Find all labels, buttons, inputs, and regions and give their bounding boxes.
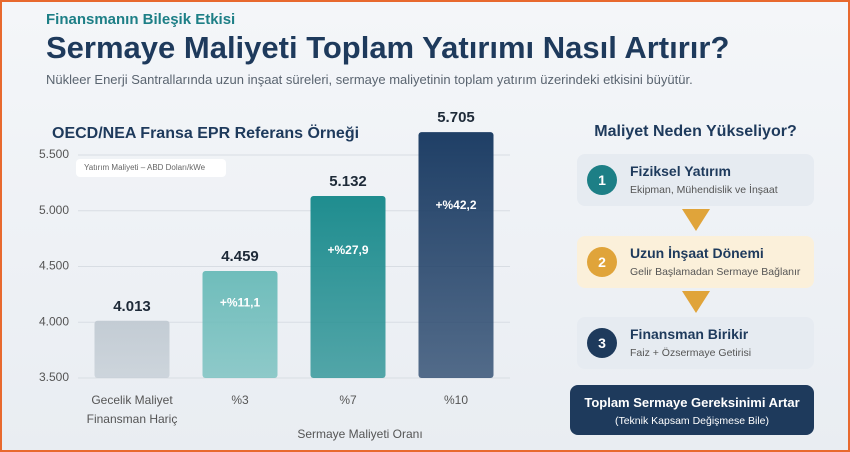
result-title: Toplam Sermaye Gereksinimi Artar xyxy=(584,395,800,410)
legend-box xyxy=(76,159,226,177)
step-card: 3 Finansman Birikir Faiz + Özsermaye Getir… xyxy=(577,317,814,369)
x-axis-label: Sermaye Maliyeti Oranı xyxy=(297,427,422,441)
x-tick-label: %10 xyxy=(443,393,469,407)
chart-title: OECD/NEA Fransa EPR Referans Örneği xyxy=(52,123,359,142)
step-card: 2 Uzun İnşaat Dönemi Gelir Başlamadan Serm… xyxy=(577,236,814,288)
result-box: Toplam Sermaye Gereksinimi Artar (Teknik… xyxy=(570,385,814,435)
sidebar-title: Maliyet Neden Yükseliyor? xyxy=(594,123,797,140)
x-tick-label: Gecelik Maliyet Finansman Hariç xyxy=(86,393,178,426)
bar-annotation: +%42,2 xyxy=(435,198,476,212)
step-title: Finansman Birikir xyxy=(630,326,749,342)
y-tick-label: 4.000 xyxy=(39,314,69,328)
arrow xyxy=(682,209,710,231)
step-text: Faiz + Özsermaye Getirisi xyxy=(630,347,752,359)
bar xyxy=(310,195,386,378)
value-label: 4.459 xyxy=(221,248,259,265)
description: Nükleer Enerji Santrallarında uzun inşaa… xyxy=(46,72,693,87)
kicker: Finansmanın Bileşik Etkisi xyxy=(46,11,236,28)
value-label: 5.705 xyxy=(437,109,475,126)
step-title: Fiziksel Yatırım xyxy=(630,163,731,179)
step-number: 3 xyxy=(587,328,617,358)
value-label: 4.013 xyxy=(113,298,151,315)
legend-label: Yatırım Maliyeti – ABD Doları/kWe xyxy=(84,163,206,172)
bar-annotation: +%27,9 xyxy=(327,243,368,257)
bar xyxy=(418,132,494,378)
y-tick-label: 5.500 xyxy=(39,147,69,161)
step-number: 1 xyxy=(587,165,617,195)
step-text: Gelir Başlamadan Sermaye Bağlanır xyxy=(630,266,801,278)
step-card: 1 Fiziksel Yatırım Ekipman, Mühendislik ve… xyxy=(577,154,814,206)
bar xyxy=(202,271,278,378)
step-text: Ekipman, Mühendislik ve İnşaat xyxy=(630,184,778,196)
value-label: 5.132 xyxy=(329,173,367,190)
bar xyxy=(94,320,170,378)
x-tick-label: %7 xyxy=(339,393,357,407)
page-title: Sermaye Maliyeti Toplam Yatırımı Nasıl A… xyxy=(46,30,730,65)
y-tick-label: 3.500 xyxy=(39,370,69,384)
bar-annotation: +%11,1 xyxy=(220,295,261,309)
result-note: (Teknik Kapsam Değişmese Bile) xyxy=(614,415,770,427)
y-tick-label: 4.500 xyxy=(39,259,69,273)
arrow xyxy=(682,291,710,313)
y-tick-label: 5.000 xyxy=(39,203,69,217)
step-number: 2 xyxy=(587,247,617,277)
x-tick-label: %3 xyxy=(231,393,249,407)
step-title: Uzun İnşaat Dönemi xyxy=(630,245,764,261)
